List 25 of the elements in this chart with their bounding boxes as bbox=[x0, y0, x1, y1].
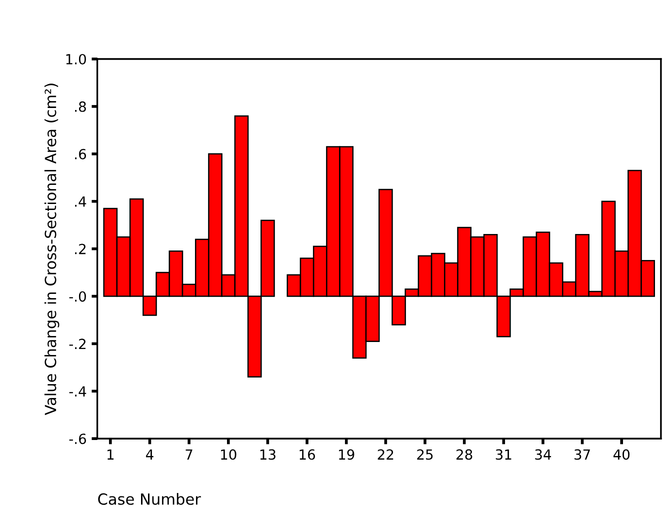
x-tick-label: 22 bbox=[378, 449, 394, 460]
x-tick-label: 10 bbox=[221, 449, 236, 460]
x-tick-label: 28 bbox=[456, 449, 472, 460]
x-tick-label: 19 bbox=[339, 449, 354, 460]
x-axis-title: Case Number bbox=[98, 493, 201, 505]
y-tick-label: .6 bbox=[75, 148, 86, 160]
x-tick-label: 13 bbox=[260, 449, 276, 460]
x-tick-label: 16 bbox=[300, 449, 315, 460]
x-tick-label: 4 bbox=[146, 449, 154, 460]
y-tick-label: .8 bbox=[75, 101, 86, 112]
x-tick-label: 31 bbox=[496, 449, 512, 460]
y-tick-label: .2 bbox=[75, 244, 86, 254]
y-axis-title: Value Change in Cross-Sectional Area (cm²) bbox=[44, 84, 60, 416]
x-tick-label: 37 bbox=[574, 449, 590, 460]
y-tick-label: .4 bbox=[75, 196, 86, 207]
y-tick-label: 1.0 bbox=[66, 54, 86, 64]
y-tick-label: -.4 bbox=[69, 386, 86, 396]
x-tick-label: 1 bbox=[108, 449, 114, 460]
x-tick-label: 7 bbox=[186, 449, 192, 460]
x-tick-label: 25 bbox=[417, 449, 433, 460]
y-tick-label: -.2 bbox=[69, 338, 86, 349]
y-tick-label: -.0 bbox=[69, 291, 86, 302]
y-tick-label: -.6 bbox=[69, 434, 86, 444]
x-tick-label: 34 bbox=[535, 449, 552, 460]
x-tick-label: 40 bbox=[613, 449, 630, 460]
